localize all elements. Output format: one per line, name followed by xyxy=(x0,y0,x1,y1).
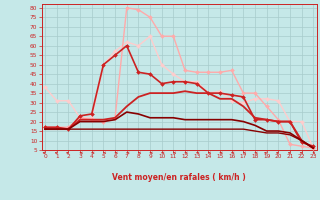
X-axis label: Vent moyen/en rafales ( km/h ): Vent moyen/en rafales ( km/h ) xyxy=(112,173,246,182)
